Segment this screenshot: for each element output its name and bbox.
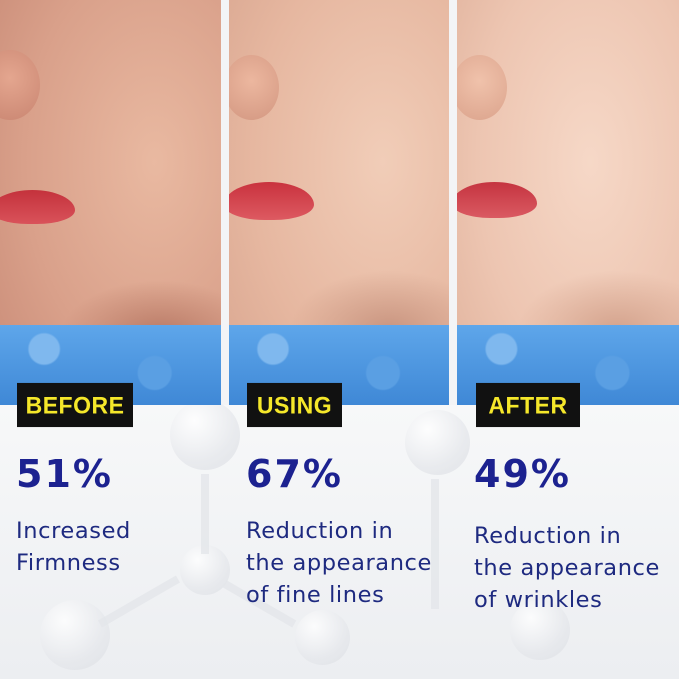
using-photo xyxy=(229,0,449,405)
before-photo xyxy=(0,0,221,405)
using-description: Reduction in the appearance of fine line… xyxy=(246,518,432,608)
after-photo xyxy=(457,0,679,405)
before-label: BEFORE xyxy=(17,382,133,428)
after-label: AFTER xyxy=(476,382,580,428)
after-percent: 49% xyxy=(474,452,571,496)
after-description: Reduction in the appearance of wrinkles xyxy=(474,523,660,613)
using-label: USING xyxy=(247,382,342,428)
using-percent: 67% xyxy=(246,452,343,496)
before-percent: 51% xyxy=(16,452,113,496)
before-description: Increased Firmness xyxy=(16,518,131,576)
